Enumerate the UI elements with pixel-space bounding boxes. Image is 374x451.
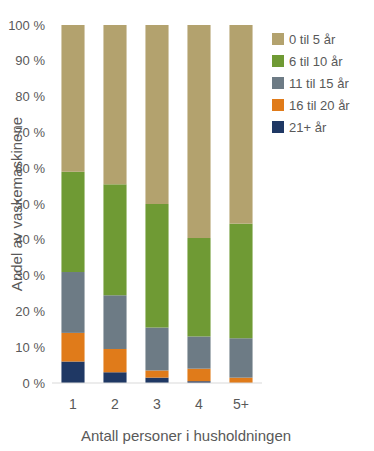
legend-label: 16 til 20 år <box>289 98 350 113</box>
bar-segment <box>187 336 210 368</box>
x-tick-label: 3 <box>153 396 161 412</box>
x-tick-label: 2 <box>111 396 119 412</box>
x-tick-label: 4 <box>195 396 203 412</box>
y-tick-label: 90 % <box>15 53 45 68</box>
legend-swatch <box>272 121 284 133</box>
legend: 0 til 5 år 6 til 10 år 11 til 15 år 16 til … <box>272 32 350 135</box>
legend-swatch <box>272 99 284 111</box>
y-tick-label: 100 % <box>8 18 45 33</box>
bar-segment <box>229 338 252 377</box>
bar-segment <box>61 362 84 383</box>
bar-segment <box>103 349 126 372</box>
bar-segment <box>61 333 84 362</box>
y-tick-label: 10 % <box>15 340 45 355</box>
legend-swatch <box>272 55 284 67</box>
x-tick-label: 1 <box>69 396 77 412</box>
legend-label: 11 til 15 år <box>289 76 349 91</box>
bar-segment <box>229 25 252 224</box>
y-tick-label: 0 % <box>23 376 46 391</box>
bar-segment <box>103 372 126 383</box>
chart: 0 %10 %20 %30 %40 %50 %60 %70 %80 %90 %1… <box>0 0 374 451</box>
y-axis-title: Andel av vaskemaskinene <box>8 117 25 291</box>
bar-segment <box>145 25 168 204</box>
legend-swatch <box>272 77 284 89</box>
bar-segment <box>187 238 210 336</box>
bar-segment <box>61 172 84 272</box>
bar-segment <box>103 295 126 349</box>
bar-segment <box>145 204 168 328</box>
bar-segment <box>145 378 168 383</box>
legend-label: 0 til 5 år <box>289 32 336 47</box>
y-tick-label: 20 % <box>15 304 45 319</box>
bars <box>61 25 252 383</box>
y-tick-label: 80 % <box>15 89 45 104</box>
x-axis-title: Antall personer i husholdningen <box>81 427 291 444</box>
bar-segment <box>103 25 126 184</box>
bar-segment <box>61 272 84 333</box>
legend-label: 6 til 10 år <box>289 54 343 69</box>
bar-segment <box>229 224 252 339</box>
bar-segment <box>61 25 84 172</box>
legend-label: 21+ år <box>289 120 327 135</box>
x-tick-label: 5+ <box>233 396 249 412</box>
bar-segment <box>145 328 168 371</box>
bar-segment <box>229 378 252 383</box>
legend-swatch <box>272 33 284 45</box>
bar-segment <box>187 369 210 382</box>
bar-segment <box>187 25 210 238</box>
bar-segment <box>145 370 168 377</box>
x-axis <box>52 383 262 384</box>
bar-segment <box>103 184 126 295</box>
